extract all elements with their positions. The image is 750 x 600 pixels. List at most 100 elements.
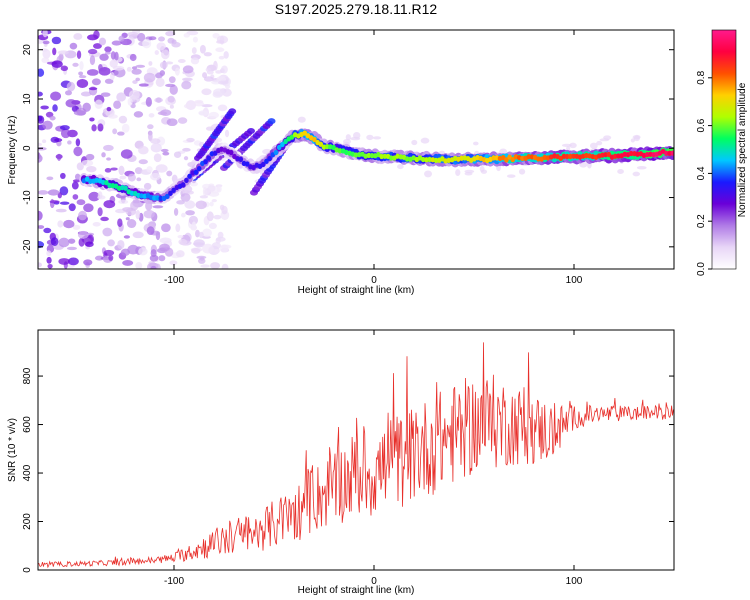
ridge-blob	[302, 130, 308, 136]
noise-blob	[93, 30, 100, 39]
spectrogram-ylabel: Frequency (Hz)	[7, 116, 18, 185]
noise-blob	[58, 237, 70, 248]
noise-blob	[150, 265, 157, 269]
ridge-blob	[382, 153, 388, 159]
noise-blob	[183, 32, 190, 38]
ridge-blob	[491, 155, 496, 161]
noise-blob	[131, 68, 142, 75]
noise-blob	[183, 103, 192, 109]
noise-blob	[89, 55, 96, 66]
ridge-blob	[337, 148, 343, 154]
noise-blob	[221, 263, 229, 269]
noise-blob	[203, 52, 212, 57]
noise-blob	[106, 106, 112, 112]
noise-blob	[138, 159, 148, 165]
noise-blob	[75, 138, 81, 147]
noise-blob	[40, 105, 49, 110]
ridge-blob	[107, 182, 112, 189]
ridge-blob	[520, 155, 525, 162]
noise-blob	[599, 138, 610, 142]
noise-blob	[113, 100, 122, 109]
noise-blob	[42, 120, 53, 130]
noise-blob	[174, 67, 180, 76]
noise-blob	[41, 57, 50, 64]
noise-blob	[195, 200, 207, 210]
noise-blob	[72, 62, 79, 67]
noise-blob	[76, 50, 82, 59]
noise-blob	[473, 141, 479, 146]
noise-blob	[193, 239, 205, 248]
ridge-blob	[88, 178, 93, 184]
noise-blob	[199, 256, 205, 261]
noise-blob	[169, 260, 178, 266]
noise-blob	[222, 88, 232, 97]
noise-blob	[133, 111, 144, 118]
ridge-blob	[433, 157, 439, 163]
noise-blob	[439, 150, 445, 155]
noise-blob	[127, 173, 136, 182]
snr-ytick-label: 600	[22, 416, 33, 433]
noise-blob	[143, 72, 156, 83]
noise-blob	[166, 118, 178, 127]
ridge-blob	[628, 150, 634, 157]
noise-blob	[72, 194, 79, 200]
noise-blob	[216, 185, 222, 193]
noise-blob	[159, 243, 170, 252]
noise-blob	[86, 165, 97, 173]
noise-blob	[202, 186, 207, 197]
spectrogram-ytick-label: -10	[22, 190, 33, 205]
ridge-blob	[507, 154, 512, 160]
noise-blob	[88, 87, 98, 91]
noise-blob	[110, 51, 116, 60]
noise-blob	[198, 231, 204, 239]
noise-blob	[221, 65, 228, 74]
noise-blob	[455, 169, 461, 177]
noise-blob	[518, 168, 526, 175]
snr-ytick-label: 200	[22, 513, 33, 530]
noise-blob	[104, 51, 111, 55]
noise-blob	[350, 136, 361, 141]
noise-blob	[89, 117, 95, 122]
noise-blob	[47, 189, 60, 196]
ridge-blob	[193, 169, 199, 175]
noise-blob	[65, 90, 72, 96]
noise-blob	[111, 40, 122, 46]
spectrogram-heatmap	[38, 30, 674, 269]
noise-blob	[42, 30, 48, 38]
ridge-blob	[280, 141, 285, 148]
noise-blob	[66, 81, 76, 92]
noise-blob	[148, 61, 153, 66]
noise-blob	[217, 104, 228, 112]
noise-blob	[65, 99, 77, 108]
noise-blob	[77, 230, 89, 239]
noise-blob	[63, 219, 75, 229]
noise-blob	[103, 144, 114, 152]
noise-blob	[175, 223, 181, 233]
noise-blob	[215, 237, 221, 244]
ridge-blob	[536, 156, 541, 162]
ridge-blob	[312, 136, 317, 143]
noise-blob	[71, 181, 79, 190]
noise-blob	[223, 51, 229, 59]
noise-blob	[145, 97, 152, 107]
noise-blob	[372, 136, 382, 140]
noise-blob	[148, 113, 155, 118]
noise-blob	[219, 244, 229, 253]
noise-blob	[169, 104, 174, 109]
noise-blob	[420, 137, 430, 144]
noise-blob	[57, 220, 64, 228]
noise-blob	[150, 138, 161, 144]
noise-blob	[630, 138, 635, 143]
noise-blob	[161, 49, 170, 60]
snr-ytick-label: 400	[22, 464, 33, 481]
noise-blob	[143, 209, 155, 219]
noise-blob	[76, 78, 89, 88]
branch-blob	[228, 108, 237, 115]
spectrogram-xtick-label: -100	[164, 275, 184, 286]
noise-blob	[118, 35, 125, 42]
noise-blob	[78, 71, 84, 76]
snr-xlabel: Height of straight line (km)	[298, 585, 415, 596]
noise-blob	[98, 64, 103, 72]
